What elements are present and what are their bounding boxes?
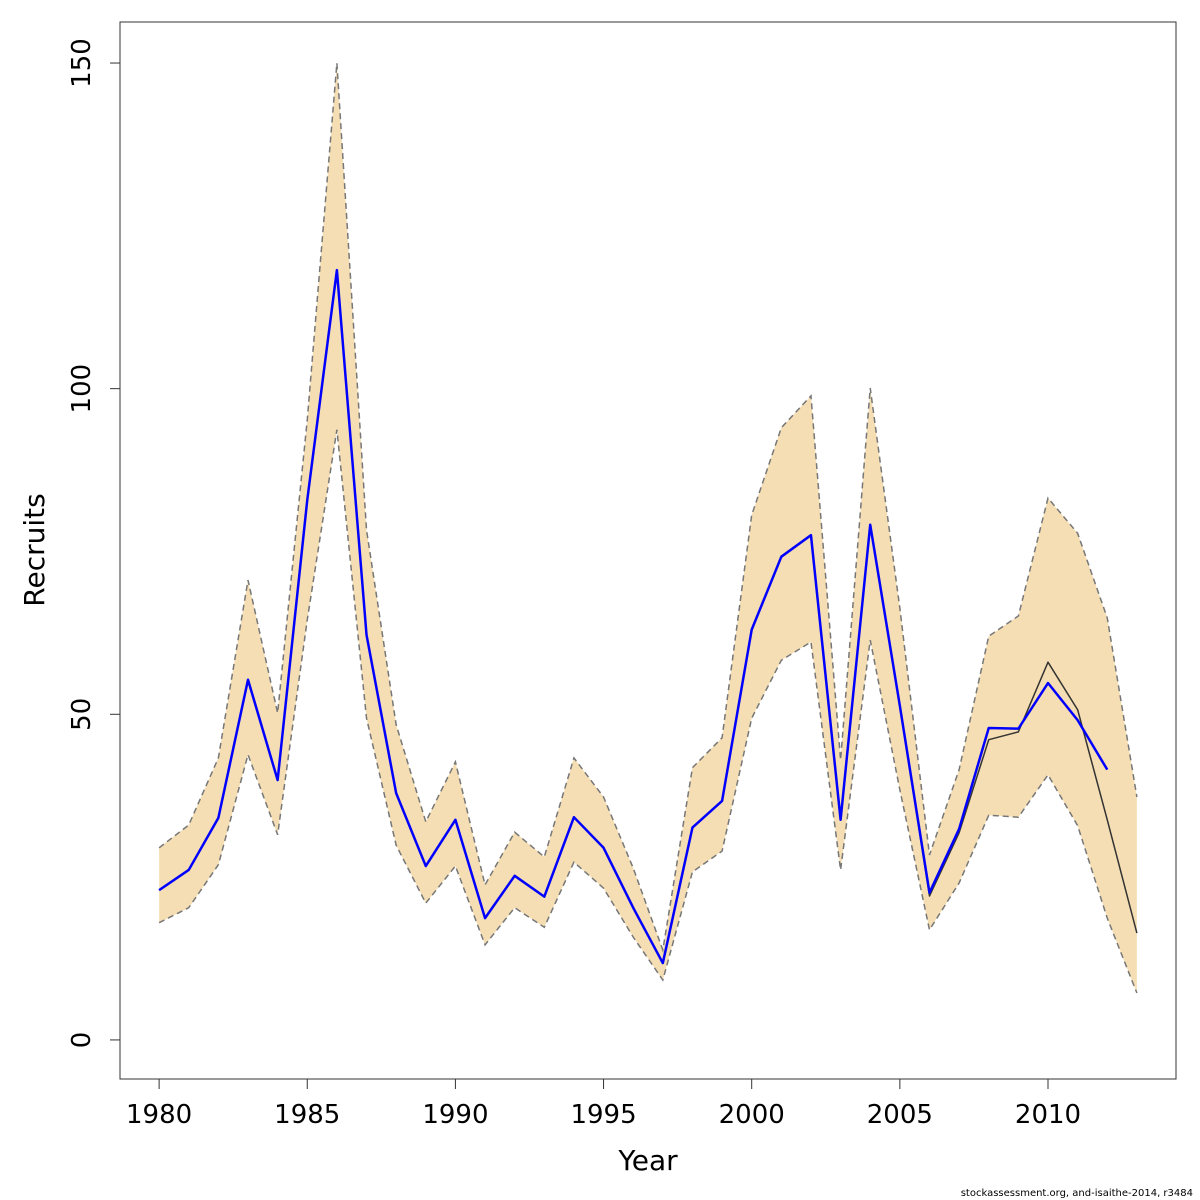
y-tick-label: 50 (67, 698, 97, 731)
x-tick-label: 1985 (274, 1100, 340, 1130)
y-axis-label: Recruits (18, 493, 51, 606)
y-tick-label: 0 (67, 1032, 97, 1049)
x-tick-label: 1980 (126, 1100, 192, 1130)
x-tick-label: 1995 (570, 1100, 636, 1130)
x-tick-label: 2010 (1015, 1100, 1081, 1130)
confidence-band (159, 63, 1137, 994)
y-tick-label: 150 (67, 38, 97, 88)
x-tick-label: 2005 (867, 1100, 933, 1130)
x-axis-label: Year (617, 1144, 678, 1177)
series-line (158, 268, 1109, 965)
band-edge (158, 62, 1138, 954)
x-tick-label: 2000 (719, 1100, 785, 1130)
y-tick-label: 100 (67, 364, 97, 414)
x-tick-label: 1990 (422, 1100, 488, 1130)
footer: stockassessment.org, and-isaithe-2014, r… (961, 1188, 1193, 1199)
